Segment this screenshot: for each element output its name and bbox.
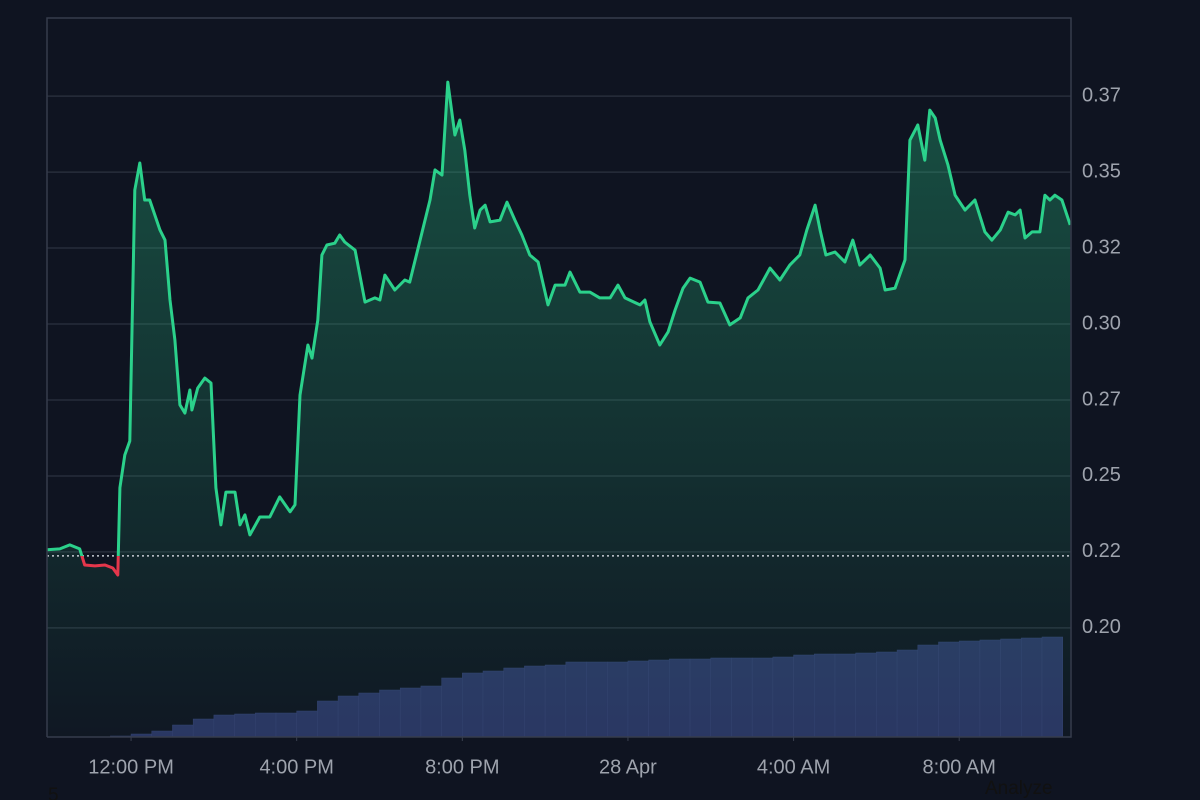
x-tick-label: 28 Apr <box>599 756 657 778</box>
price-area <box>47 82 1071 738</box>
plot-frame <box>46 17 1072 738</box>
x-tick-label: 4:00 PM <box>259 756 333 778</box>
y-tick-label: 0.35 <box>1082 160 1121 182</box>
x-tick-label: 12:00 PM <box>88 756 174 778</box>
y-tick-label: 0.30 <box>1082 312 1121 334</box>
y-tick-label: 0.37 <box>1082 84 1121 106</box>
x-tick-label: 8:00 PM <box>425 756 499 778</box>
footer-right: Analyze <box>985 778 1053 799</box>
y-tick-label: 0.20 <box>1082 616 1121 638</box>
x-tick-label: 4:00 AM <box>757 756 830 778</box>
price-line <box>46 80 1072 577</box>
footer-left: 5 <box>48 785 59 800</box>
y-tick-label: 0.22 <box>1082 540 1121 562</box>
y-tick-label: 0.32 <box>1082 236 1121 258</box>
y-tick-label: 0.25 <box>1082 464 1121 486</box>
x-tick-label: 8:00 AM <box>923 756 996 778</box>
y-tick-label: 0.27 <box>1082 388 1121 410</box>
